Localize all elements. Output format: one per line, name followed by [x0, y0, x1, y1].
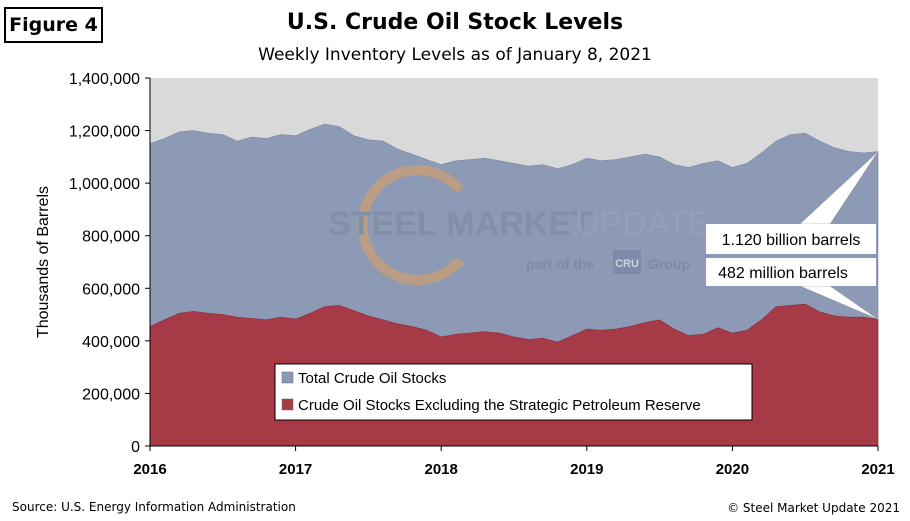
y-tick-label: 1,000,000 — [69, 176, 140, 193]
callout-total-text: 1.120 billion barrels — [722, 232, 861, 249]
source-note: Source: U.S. Energy Information Administ… — [12, 500, 296, 514]
y-tick-label: 1,200,000 — [69, 124, 140, 141]
y-tick-label: 200,000 — [82, 386, 140, 403]
x-tick-label: 2020 — [716, 461, 749, 478]
y-tick-label: 800,000 — [82, 229, 140, 246]
x-tick-label: 2017 — [279, 461, 312, 478]
y-tick-label: 600,000 — [82, 281, 140, 298]
legend-swatch-excl — [281, 398, 294, 411]
watermark-brand-bold: STEEL MARKET — [328, 205, 592, 243]
watermark-tagline-suffix: Group — [648, 256, 690, 272]
legend-label-excl: Crude Oil Stocks Excluding the Strategic… — [298, 397, 701, 414]
chart-subtitle: Weekly Inventory Levels as of January 8,… — [258, 45, 652, 65]
watermark-logo: STEEL MARKET UPDATE part of the CRU Grou… — [328, 165, 710, 285]
y-tick-label: 1,400,000 — [69, 71, 140, 88]
cru-logo-icon — [613, 250, 641, 274]
x-tick-label: 2021 — [861, 461, 894, 478]
callout-total-box — [706, 224, 876, 254]
x-tick-label: 2019 — [570, 461, 603, 478]
callout-excl-text: 482 million barrels — [718, 265, 848, 282]
legend: Total Crude Oil Stocks Crude Oil Stocks … — [274, 363, 753, 421]
x-tick-label: 2016 — [133, 461, 166, 478]
figure-label: Figure 4 — [4, 7, 103, 43]
watermark-tagline-prefix: part of the — [526, 256, 595, 272]
callout-total: 1.120 billion barrels — [706, 151, 879, 254]
x-tick-label: 2018 — [425, 461, 458, 478]
y-tick-label: 400,000 — [82, 334, 140, 351]
y-ticks: 0 200,000 400,000 600,000 800,000 1,000,000 1,… — [69, 71, 150, 456]
watermark-brand-light: UPDATE — [575, 205, 710, 243]
x-ticks: 2016 2017 2018 2019 2020 2021 — [133, 446, 895, 478]
watermark-swoosh-icon — [357, 165, 464, 285]
legend-box — [274, 363, 753, 421]
watermark-cru: CRU — [615, 258, 639, 270]
callout-excl: 482 million barrels — [706, 258, 879, 320]
legend-swatch-total — [281, 371, 294, 384]
chart-title: U.S. Crude Oil Stock Levels — [286, 10, 624, 35]
callout-excl-box — [706, 258, 876, 286]
legend-label-total: Total Crude Oil Stocks — [298, 370, 446, 387]
y-tick-label: 0 — [131, 439, 140, 456]
y-axis-label: Thousands of Barrels — [35, 186, 52, 338]
copyright-note: © Steel Market Update 2021 — [727, 501, 900, 515]
